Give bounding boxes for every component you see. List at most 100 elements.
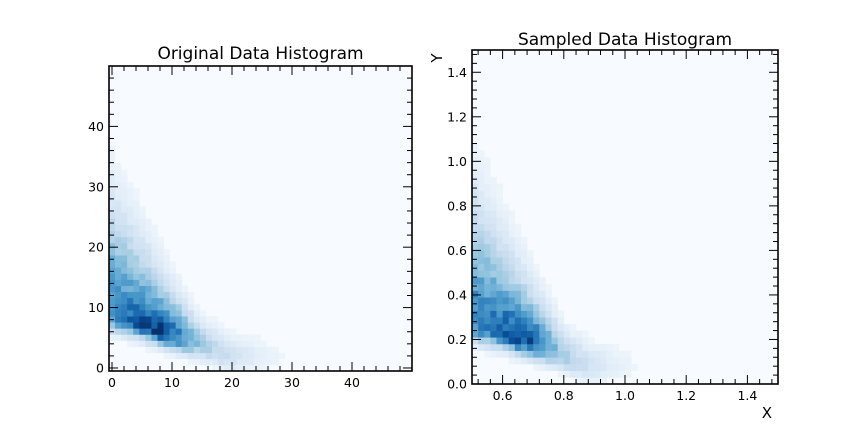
heatmap-cell	[514, 323, 522, 331]
heatmap-cell	[175, 279, 183, 286]
heatmap-cell	[576, 377, 583, 384]
heatmap-cell	[157, 334, 164, 341]
heatmap-cell	[569, 330, 577, 338]
heatmap-cell	[545, 283, 552, 291]
x-tick-label: 1.2	[676, 388, 696, 403]
heatmap-cell	[151, 316, 158, 323]
heatmap-cell	[478, 343, 485, 351]
heatmap-cell	[490, 223, 497, 231]
heatmap-cell	[169, 334, 177, 341]
heatmap-cell	[625, 350, 632, 358]
heatmap-cell	[508, 217, 516, 225]
heatmap-cell	[502, 317, 510, 325]
heatmap-cell	[545, 330, 552, 338]
right-x-tick-labels: 0.6 0.8 1.0 1.2 1.4	[493, 388, 758, 403]
heatmap-cell	[127, 303, 134, 311]
heatmap-cell	[496, 210, 503, 218]
heatmap-cell	[472, 196, 479, 204]
heatmap-cell	[539, 290, 546, 298]
heatmap-cell	[478, 190, 485, 198]
heatmap-cell	[527, 310, 534, 318]
heatmap-cell	[139, 297, 146, 305]
heatmap-cell	[133, 249, 140, 256]
heatmap-cell	[121, 279, 128, 286]
heatmap-cell	[527, 257, 534, 265]
heatmap-cell	[139, 328, 146, 335]
heatmap-cell	[139, 291, 146, 299]
heatmap-cell	[631, 363, 638, 371]
heatmap-cell	[588, 357, 595, 365]
heatmap-cell	[527, 277, 534, 285]
heatmap-cell	[533, 343, 540, 351]
heatmap-cell	[533, 363, 540, 371]
heatmap-cell	[496, 350, 503, 358]
heatmap-cell	[527, 263, 534, 271]
heatmap-cell	[145, 255, 152, 262]
heatmap-cell	[508, 250, 516, 258]
heatmap-cell	[557, 330, 565, 338]
heatmap-cell	[199, 346, 207, 354]
heatmap-cell	[115, 224, 122, 232]
heatmap-cell	[508, 310, 516, 318]
heatmap-cell	[199, 358, 207, 366]
heatmap-cell	[533, 297, 540, 305]
heatmap-cell	[169, 267, 177, 274]
heatmap-cell	[115, 267, 122, 274]
heatmap-cell	[551, 363, 559, 371]
heatmap-cell	[193, 352, 201, 360]
heatmap-cell	[484, 283, 491, 291]
heatmap-cell	[181, 346, 189, 354]
heatmap-cell	[109, 255, 116, 262]
heatmap-cell	[139, 242, 146, 250]
heatmap-cell	[127, 242, 134, 250]
heatmap-cell	[484, 183, 491, 191]
heatmap-cell	[625, 363, 632, 371]
heatmap-cell	[502, 277, 510, 285]
heatmap-cell	[478, 243, 485, 251]
heatmap-cell	[199, 328, 207, 335]
heatmap-cell	[121, 255, 128, 262]
heatmap-cell	[109, 230, 116, 238]
heatmap-cell	[187, 303, 195, 311]
heatmap-cell	[484, 317, 491, 325]
heatmap-cell	[163, 303, 170, 311]
heatmap-cell	[514, 357, 522, 365]
heatmap-cell	[121, 194, 128, 201]
heatmap-cell	[157, 346, 164, 354]
heatmap-cell	[157, 242, 164, 250]
heatmap-cell	[490, 203, 497, 211]
heatmap-cell	[563, 357, 571, 365]
heatmap-cell	[163, 255, 170, 262]
heatmap-cell	[508, 290, 516, 298]
heatmap-cell	[520, 263, 528, 271]
heatmap-cell	[551, 323, 559, 331]
heatmap-cell	[520, 323, 528, 331]
heatmap-cell	[472, 176, 479, 184]
heatmap-cell	[199, 340, 207, 347]
heatmap-cell	[520, 237, 528, 245]
x-tick-label: 0.6	[493, 388, 513, 403]
heatmap-cell	[224, 340, 231, 347]
heatmap-cell	[563, 363, 571, 371]
heatmap-cell	[563, 337, 571, 345]
heatmap-cell	[545, 290, 552, 298]
heatmap-cell	[576, 370, 583, 378]
heatmap-cell	[618, 370, 626, 378]
heatmap-cell	[606, 357, 614, 365]
heatmap-cell	[115, 273, 122, 280]
heatmap-cell	[127, 206, 134, 213]
heatmap-cell	[533, 357, 540, 365]
heatmap-cell	[139, 236, 146, 244]
heatmap-cell	[478, 317, 485, 325]
heatmap-cell	[508, 350, 516, 358]
heatmap-cell	[115, 169, 122, 177]
heatmap-cell	[121, 188, 128, 195]
heatmap-cell	[163, 352, 170, 360]
heatmap-cell	[157, 340, 164, 347]
heatmap-cell	[109, 157, 116, 164]
heatmap-cell	[533, 350, 540, 358]
heatmap-cell	[145, 310, 152, 317]
heatmap-cell	[496, 263, 503, 271]
heatmap-cell	[514, 337, 522, 345]
heatmap-cell	[157, 303, 164, 311]
